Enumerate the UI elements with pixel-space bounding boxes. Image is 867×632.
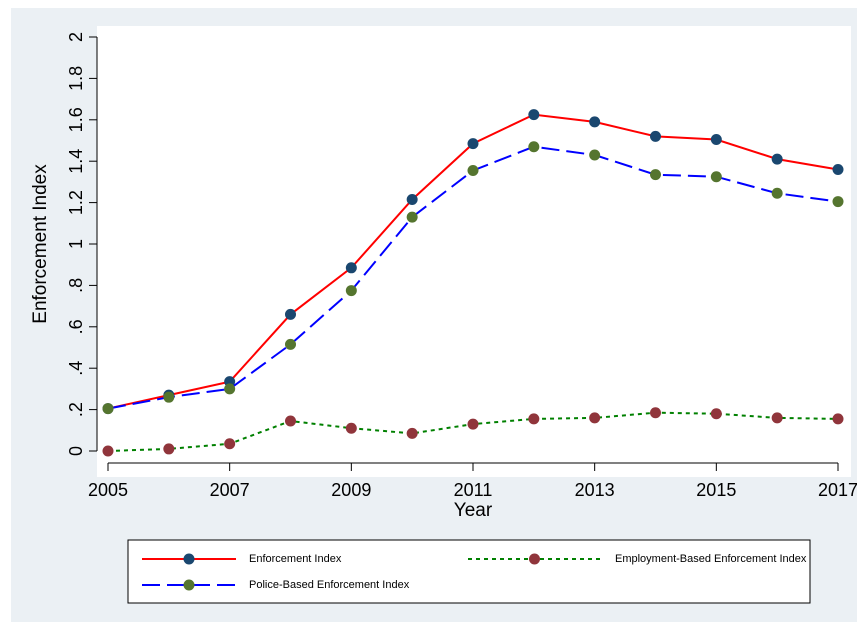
- x-tick-label: 2013: [575, 480, 615, 500]
- legend-item: Employment-Based Enforcement Index: [468, 553, 807, 565]
- data-point: [771, 412, 783, 424]
- legend-label: Police-Based Enforcement Index: [249, 579, 410, 591]
- legend-box: [127, 539, 811, 604]
- data-point: [285, 415, 296, 427]
- series-enforcement-index: [102, 109, 844, 415]
- legend-item: Enforcement Index: [142, 553, 342, 565]
- series-police-based-enforcement-index: [102, 141, 844, 415]
- y-axis-title: Enforcement Index: [30, 164, 51, 324]
- series-employment-based-enforcement-index: [102, 407, 844, 457]
- data-point: [406, 427, 418, 439]
- y-tick-label: .2: [66, 402, 86, 417]
- x-tick-label: 2005: [88, 480, 128, 500]
- data-point: [528, 109, 540, 121]
- data-point: [528, 141, 540, 153]
- data-point: [710, 133, 722, 145]
- y-tick-label: 1: [66, 239, 86, 249]
- data-point: [345, 262, 357, 274]
- data-point: [650, 169, 661, 181]
- data-point: [650, 130, 661, 142]
- y-axis-ticks: 0 .2 .4 .6 .8 1 1.2 1.4 1.6 1.8 2: [66, 32, 97, 456]
- data-point: [589, 116, 601, 128]
- data-point: [102, 445, 114, 457]
- legend-label: Enforcement Index: [249, 553, 342, 565]
- y-tick-label: .4: [66, 361, 86, 376]
- y-tick-label: 1.4: [66, 149, 86, 174]
- data-point: [163, 391, 175, 403]
- x-tick-label: 2017: [818, 480, 857, 500]
- data-point: [832, 163, 844, 175]
- data-point: [710, 171, 722, 183]
- legend: Enforcement Index Employment-Based Enforc…: [127, 539, 811, 604]
- data-point: [528, 413, 540, 425]
- data-point: [224, 383, 236, 395]
- data-point: [710, 408, 722, 420]
- data-point: [406, 211, 418, 223]
- x-tick-label: 2007: [210, 480, 250, 500]
- data-point: [224, 438, 236, 450]
- y-tick-label: 1.8: [66, 66, 86, 91]
- chart-frame: 0 .2 .4 .6 .8 1 1.2 1.4 1.6 1.8 2 2005 2007 2009 2011…: [11, 8, 857, 622]
- legend-label: Employment-Based Enforcement Index: [615, 553, 807, 565]
- data-point: [650, 407, 661, 419]
- data-point: [345, 422, 357, 434]
- data-point: [285, 308, 296, 320]
- x-tick-label: 2011: [454, 480, 493, 500]
- data-point: [832, 196, 844, 208]
- y-tick-label: .8: [66, 278, 86, 293]
- data-point: [589, 149, 601, 161]
- data-point: [345, 285, 357, 297]
- data-point: [102, 403, 114, 415]
- data-point: [285, 338, 296, 350]
- x-tick-label: 2009: [331, 480, 371, 500]
- x-axis-ticks: 2005 2007 2009 2011 2013 2015 2017: [88, 463, 857, 500]
- line-chart: 0 .2 .4 .6 .8 1 1.2 1.4 1.6 1.8 2 2005 2007 2009 2011…: [30, 26, 857, 604]
- data-point: [467, 418, 479, 430]
- data-point: [771, 187, 783, 199]
- data-point: [771, 153, 783, 165]
- x-axis-title: Year: [454, 500, 493, 521]
- data-point: [589, 412, 601, 424]
- plot-area: [97, 26, 851, 477]
- y-tick-label: 2: [66, 32, 86, 42]
- legend-marker: [183, 579, 195, 591]
- series-layer: [102, 109, 844, 457]
- y-tick-label: 1.2: [66, 190, 86, 215]
- y-tick-label: .6: [66, 319, 86, 334]
- legend-marker: [183, 553, 195, 565]
- data-point: [832, 413, 844, 425]
- legend-marker: [529, 553, 540, 565]
- y-tick-label: 0: [66, 446, 86, 456]
- data-point: [163, 443, 175, 455]
- y-tick-label: 1.6: [66, 107, 86, 132]
- data-point: [467, 165, 479, 177]
- data-point: [467, 138, 479, 150]
- data-point: [406, 193, 418, 205]
- legend-item: Police-Based Enforcement Index: [142, 579, 410, 591]
- x-tick-label: 2015: [696, 480, 736, 500]
